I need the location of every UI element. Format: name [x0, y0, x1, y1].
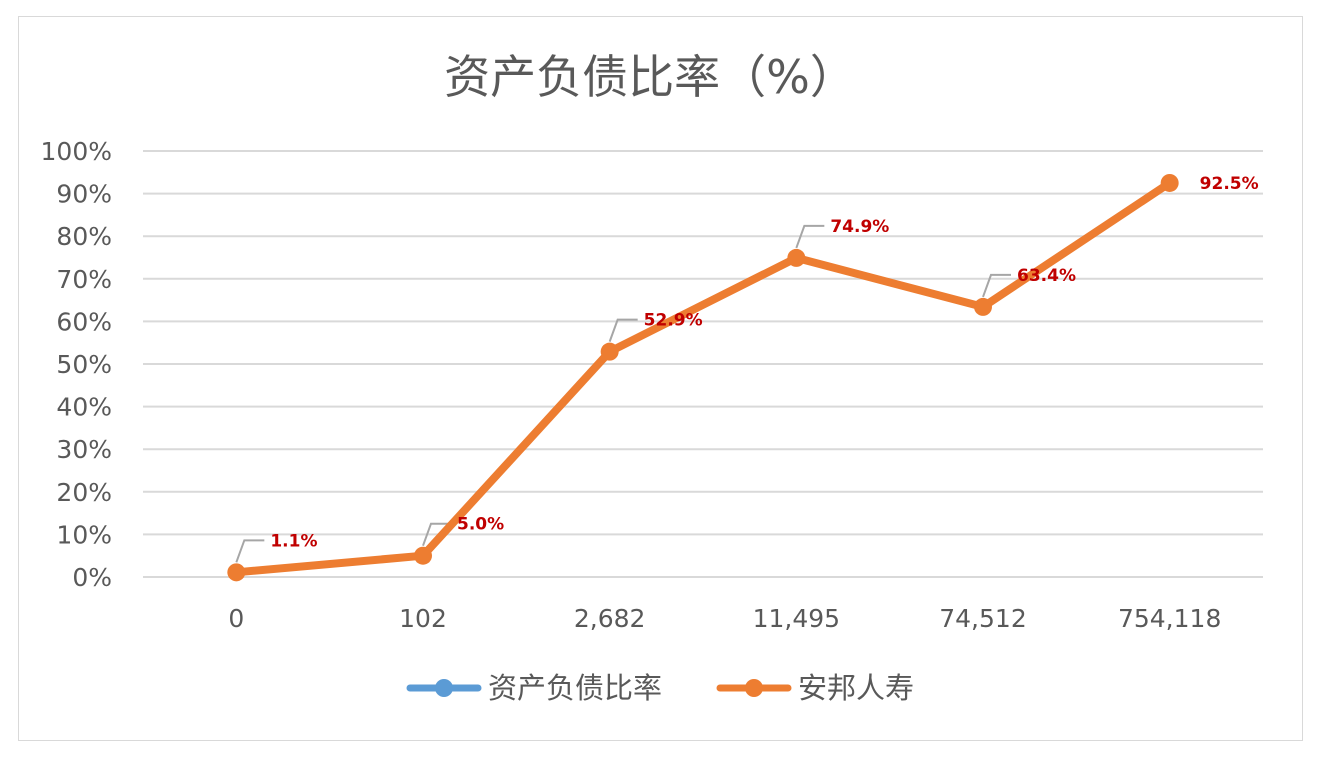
legend-swatch-marker [745, 679, 763, 697]
data-point [1160, 173, 1179, 192]
series-line-anbang [232, 178, 1174, 577]
x-tick-label: 102 [399, 604, 447, 633]
y-tick-label: 0% [72, 563, 112, 592]
y-tick-label: 20% [56, 478, 112, 507]
data-label: 63.4% [1017, 266, 1076, 286]
x-tick-label: 754,118 [1118, 604, 1221, 633]
chart-frame [18, 16, 1303, 741]
legend-label: 安邦人寿 [798, 671, 914, 705]
y-tick-label: 90% [56, 180, 112, 209]
y-tick-label: 50% [56, 350, 112, 379]
label-leader-line [795, 224, 825, 249]
data-label: 74.9% [830, 217, 889, 237]
y-tick-label: 70% [56, 265, 112, 294]
y-tick-label: 10% [56, 520, 112, 549]
label-leader-line [235, 539, 265, 563]
y-tick-label: 60% [56, 307, 112, 336]
data-point [414, 546, 432, 565]
label-leader-line [982, 273, 1011, 298]
data-label: 1.1% [270, 531, 317, 551]
chart-title: 资产负债比率（%） [444, 50, 856, 104]
y-tick-label: 80% [56, 222, 112, 251]
legend-label: 资产负债比率 [488, 671, 662, 705]
y-tick-label: 30% [56, 435, 112, 464]
x-tick-label: 74,512 [939, 604, 1026, 633]
data-point [600, 342, 619, 361]
y-tick-label: 40% [56, 393, 112, 422]
x-tick-label: 2,682 [574, 604, 646, 633]
data-label: 52.9% [644, 311, 703, 331]
data-label: 92.5% [1200, 174, 1259, 194]
label-leader-line [422, 522, 451, 547]
data-label: 5.0% [457, 515, 504, 535]
y-tick-label: 100% [41, 137, 112, 166]
data-point [974, 297, 992, 316]
data-point [787, 248, 806, 267]
data-point [227, 563, 246, 582]
x-tick-label: 0 [228, 604, 244, 633]
label-leader-line [608, 318, 638, 342]
legend-swatch-marker [435, 679, 453, 697]
x-tick-label: 11,495 [753, 604, 840, 633]
